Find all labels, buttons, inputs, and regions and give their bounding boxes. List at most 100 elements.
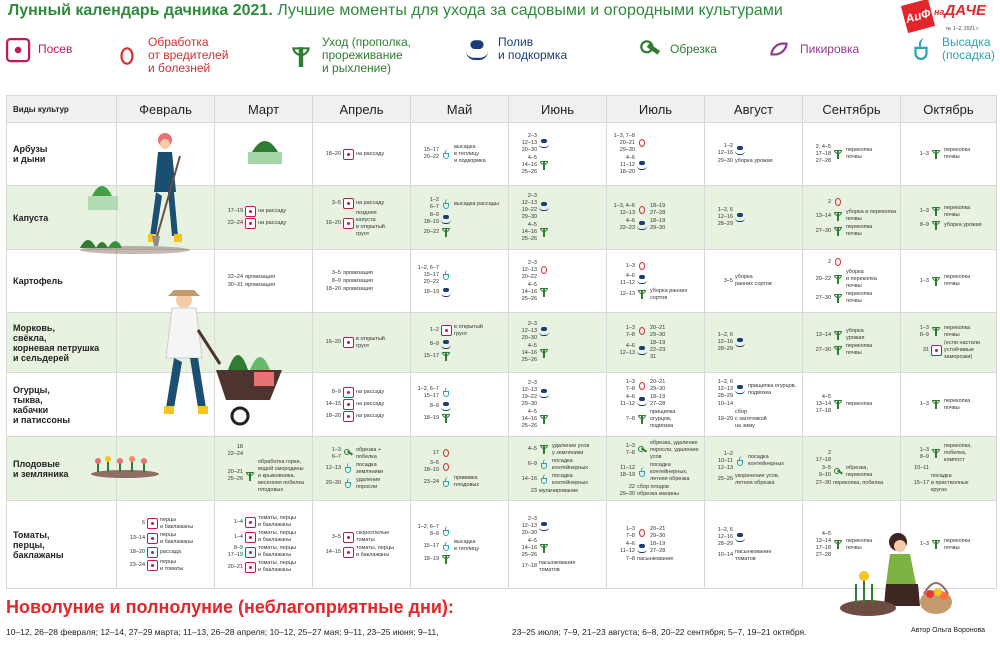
calendar-event: 4–6 22–23 18–19 29–30 (609, 218, 702, 232)
crop-row: Огурцы, тыква, кабачки и патиссоны 8–9 на … (6, 372, 997, 437)
month-header: Сентябрь (802, 95, 901, 123)
calendar-event: 23 мульчирование (511, 488, 604, 495)
garden-tools-icon (833, 226, 844, 237)
calendar-cell: 16–20 в открытый грунт (312, 312, 411, 373)
crop-name: Морковь, свёкла, корневая петрушка и сел… (6, 312, 117, 373)
event-dates: 17–19 (227, 208, 243, 214)
calendar-event: 1–2 6–7 высадка рассады (413, 197, 506, 211)
calendar-event: 4–5 14–16 25–26 (511, 155, 604, 176)
event-dates: 1–3 7–8 (625, 526, 635, 539)
calendar-cell: 18 22–24 20–21 25–26 обработка горки, водо… (214, 436, 313, 501)
calendar-event: 18–20 на рассаду (315, 148, 408, 160)
calendar-event: 18–20 на рассаду (315, 411, 408, 422)
calendar-event: 22 29–30 сбор плодов обрезка малины (609, 484, 702, 498)
garden-tools-icon (539, 287, 550, 298)
event-dates: 27–30 (815, 294, 831, 301)
event-dates: 13–14 (815, 212, 831, 219)
watering-can-icon (539, 326, 550, 337)
event-dates: 13–14 (815, 331, 831, 338)
calendar-event: 27–30 перекопка почвы (805, 291, 898, 305)
event-note: уборка и перекопка почвы (846, 209, 897, 222)
event-note: перекопка, побелка, компост (944, 443, 972, 463)
event-note: посадка контейнерных (552, 472, 589, 486)
event-dates: 6 (141, 520, 145, 526)
calendar-event: 4–5 13–14 17–18 27–28 перекопка почвы (805, 531, 898, 559)
calendar-event: 8–9 17–19 томаты, перцы и баклажаны (217, 545, 310, 559)
calendar-cell: 1–3 перекопка почвы (900, 372, 997, 437)
planting-pot-icon (910, 36, 936, 62)
event-dates: 27–30 (815, 480, 831, 486)
lunar-calendar-table: Виды культур Февраль Март Апрель Май Июнь Июль… (6, 95, 997, 589)
calendar-event: 1–2 12–16 (707, 143, 800, 157)
event-dates: 1–3 (919, 150, 929, 157)
watering-can-icon (539, 138, 550, 149)
event-dates: 2–3 12–13 20–30 (521, 132, 537, 153)
calendar-event: 17–19 на рассаду (217, 206, 310, 217)
calendar-cell: 22–24 яровизация 30–31 яровизация (214, 249, 313, 313)
planting-pot-icon (441, 476, 452, 488)
event-dates: 1–3 (919, 541, 929, 547)
event-note: перекопка почвы (846, 537, 873, 551)
seed-packet-icon (343, 337, 354, 348)
event-dates: 18–19 (423, 414, 439, 421)
pruning-shears-icon (638, 36, 664, 62)
calendar-event: 20–30 удаление поросли (315, 477, 408, 491)
event-note: обрезка, удаление поросли, удаление усов (650, 439, 699, 460)
event-dates: 15–17 (913, 480, 929, 486)
legend-item: Полив и подкормка (466, 36, 567, 62)
calendar-event: 1–3 6–7 обрезка + побелка (315, 447, 408, 461)
calendar-event: 1–3 8–9 перекопка почвы (903, 325, 994, 339)
calendar-cell: 1–2 в открытый грунт 8–9 15–17 (410, 312, 509, 373)
event-note: высадка рассады (454, 200, 499, 207)
calendar-event: 4–5 14–16 25–26 (511, 409, 604, 430)
event-note: на рассаду (258, 220, 287, 226)
seed-packet-icon (245, 561, 256, 573)
event-note: яровизация (343, 277, 373, 284)
event-note: обрезка + побелка (356, 446, 382, 460)
calendar-cell: 4–5 13–14 17–18 27–28 перекопка почвы (802, 500, 901, 589)
page-title: Лунный календарь дачника 2021. Лучшие мо… (8, 2, 783, 19)
event-note: 20–21 29–30 (650, 324, 666, 338)
calendar-event: 22–24 на рассаду (217, 218, 310, 229)
bug-icon (637, 261, 648, 272)
event-note: перекопка почвы (944, 274, 971, 287)
garden-tools-icon (290, 43, 316, 69)
garden-tools-icon (833, 274, 844, 285)
calendar-event: 2–3 12–13 20–30 (511, 516, 604, 537)
event-note: томаты, перцы и баклажаны (258, 560, 296, 573)
event-note: перекопка почвы (944, 204, 971, 218)
event-note: поздняя капуста в открытый грунт (356, 209, 385, 237)
event-dates: 30–31 (227, 281, 243, 288)
garden-tools-icon (441, 554, 452, 565)
event-dates: 1–2, 6 12–16 28–29 (717, 526, 733, 547)
garden-tools-icon (441, 351, 452, 362)
event-note: прищипка огурцов, подвязка (748, 382, 797, 396)
event-note: 18–19 29–30 (650, 218, 666, 231)
legend-item: Обрезка (638, 36, 717, 62)
watering-can-icon (735, 212, 746, 223)
calendar-event: 1–3 перекопка почвы (903, 147, 994, 161)
event-note: сбор плодов обрезка малины (637, 483, 679, 497)
seed-packet-icon (245, 531, 256, 543)
event-note: уборка урожая (846, 328, 865, 341)
bug-icon (637, 381, 648, 392)
event-dates: 3–5 (331, 269, 341, 276)
calendar-cell: 18–20 на рассаду (312, 122, 411, 186)
event-note: томаты, перцы и баклажаны (258, 515, 296, 528)
calendar-event: 2–3 12–13 20–22 (511, 260, 604, 281)
legend: Посев Обработка от вредителей и болезней У… (0, 36, 1000, 84)
event-dates: 1–2, 6 12–16 28–29 (717, 332, 733, 352)
event-dates: 4–5 14–16 25–26 (521, 154, 537, 175)
event-note: высадка в теплицу (454, 539, 480, 552)
event-dates: 1–2, 6 12–13 28–29 (717, 379, 733, 399)
event-dates: 13–14 (129, 535, 145, 541)
calendar-event: 13–14 перцы и баклажаны (119, 532, 212, 546)
watering-can-icon (637, 396, 648, 407)
calendar-event: 3–5 на рассаду (315, 197, 408, 209)
event-dates: 15–17 20–22 (423, 147, 439, 160)
event-note: 18–19 27–28 (650, 203, 666, 216)
calendar-cell: 1–3, 4–6 12–13 18–19 27–28 4–6 22–23 18–19 … (606, 185, 705, 250)
event-dates: 27–30 (815, 346, 831, 353)
event-note: уборка ранних сортов (650, 287, 688, 301)
calendar-event: 20–22 уборка и перекопка почвы (805, 269, 898, 290)
